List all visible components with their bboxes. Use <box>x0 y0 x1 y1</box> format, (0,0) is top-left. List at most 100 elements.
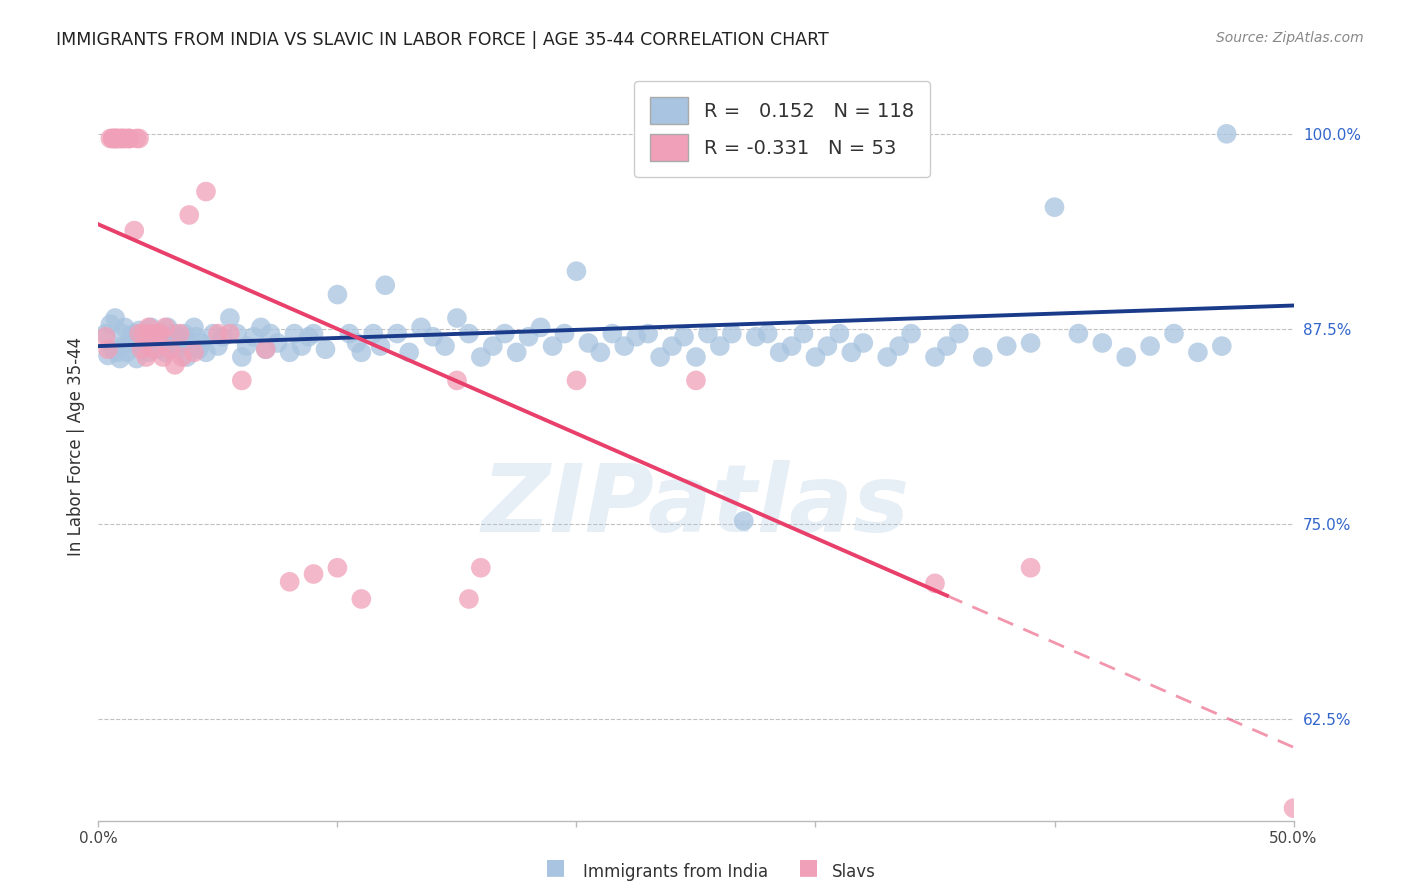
Point <box>101 131 124 145</box>
Point <box>172 350 194 364</box>
Point <box>780 339 803 353</box>
Point <box>139 320 162 334</box>
Text: ■: ■ <box>799 857 818 877</box>
Point <box>94 326 117 341</box>
Point <box>259 326 281 341</box>
Point <box>446 374 468 388</box>
Point <box>339 326 361 341</box>
Point <box>613 339 636 353</box>
Legend: R =   0.152   N = 118, R = -0.331   N = 53: R = 0.152 N = 118, R = -0.331 N = 53 <box>634 81 929 177</box>
Point <box>554 326 576 341</box>
Point <box>972 350 994 364</box>
Point <box>97 349 120 363</box>
Point <box>135 350 157 364</box>
Point <box>302 567 325 582</box>
Y-axis label: In Labor Force | Age 35-44: In Labor Force | Age 35-44 <box>66 336 84 556</box>
Point <box>98 131 122 145</box>
Point <box>374 278 396 293</box>
Point <box>139 326 162 341</box>
Point <box>149 326 172 341</box>
Point <box>145 330 167 344</box>
Point <box>254 343 277 357</box>
Point <box>107 131 129 145</box>
Point <box>291 339 314 353</box>
Point <box>350 592 373 607</box>
Point <box>190 336 212 351</box>
Point <box>363 326 385 341</box>
Point <box>494 326 516 341</box>
Point <box>924 576 946 591</box>
Point <box>207 326 229 341</box>
Point <box>163 326 186 341</box>
Point <box>889 339 911 353</box>
Point <box>697 326 720 341</box>
Point <box>156 320 179 334</box>
Point <box>446 311 468 326</box>
Point <box>101 131 124 145</box>
Point <box>756 326 779 341</box>
Point <box>104 131 127 145</box>
Point <box>346 336 368 351</box>
Point <box>155 345 177 359</box>
Point <box>793 326 815 341</box>
Point <box>626 330 648 344</box>
Point <box>183 345 205 359</box>
Point <box>721 326 744 341</box>
Point <box>107 131 129 145</box>
Point <box>470 561 492 575</box>
Point <box>541 339 564 353</box>
Point <box>138 345 160 359</box>
Text: Immigrants from India: Immigrants from India <box>583 863 769 881</box>
Point <box>159 343 181 357</box>
Point <box>98 318 122 332</box>
Point <box>385 326 409 341</box>
Point <box>648 350 672 364</box>
Point <box>828 326 851 341</box>
Point <box>948 326 970 341</box>
Point <box>142 339 165 353</box>
Point <box>254 343 277 357</box>
Point <box>176 350 198 364</box>
Point <box>231 350 253 364</box>
Point <box>411 320 433 334</box>
Point <box>815 339 838 353</box>
Text: Slavs: Slavs <box>832 863 876 881</box>
Point <box>458 592 481 607</box>
Point <box>125 131 148 145</box>
Point <box>936 339 959 353</box>
Point <box>124 326 146 341</box>
Point <box>101 343 124 357</box>
Point <box>114 320 136 334</box>
Point <box>104 311 127 326</box>
Point <box>1282 801 1305 815</box>
Point <box>148 326 170 341</box>
Point <box>315 343 337 357</box>
Point <box>155 320 177 334</box>
Point <box>298 330 321 344</box>
Point <box>166 343 188 357</box>
Point <box>350 345 373 359</box>
Point <box>108 131 131 145</box>
Point <box>163 358 186 372</box>
Point <box>148 343 170 357</box>
Point <box>250 320 273 334</box>
Point <box>173 326 195 341</box>
Point <box>118 131 141 145</box>
Point <box>1211 339 1233 353</box>
Point <box>900 326 922 341</box>
Point <box>202 326 225 341</box>
Point <box>1163 326 1185 341</box>
Point <box>132 326 155 341</box>
Point <box>326 287 349 301</box>
Point <box>278 574 301 589</box>
Point <box>517 330 540 344</box>
Point <box>111 326 134 341</box>
Point <box>745 330 768 344</box>
Point <box>602 326 624 341</box>
Point <box>768 345 790 359</box>
Point <box>1115 350 1137 364</box>
Point <box>211 330 233 344</box>
Point <box>104 131 127 145</box>
Point <box>124 224 146 238</box>
Point <box>1091 336 1114 351</box>
